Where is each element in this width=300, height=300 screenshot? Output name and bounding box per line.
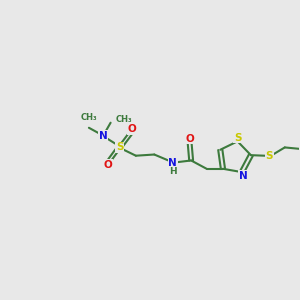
Text: H: H (169, 167, 176, 176)
Text: S: S (116, 142, 123, 152)
Text: O: O (128, 124, 136, 134)
Text: N: N (99, 131, 107, 141)
Text: S: S (266, 151, 273, 161)
Text: O: O (185, 134, 194, 144)
Text: S: S (234, 133, 241, 143)
Text: N: N (168, 158, 177, 168)
Text: N: N (239, 171, 248, 181)
Text: CH₃: CH₃ (81, 113, 97, 122)
Text: CH₃: CH₃ (116, 115, 133, 124)
Text: O: O (103, 160, 112, 170)
